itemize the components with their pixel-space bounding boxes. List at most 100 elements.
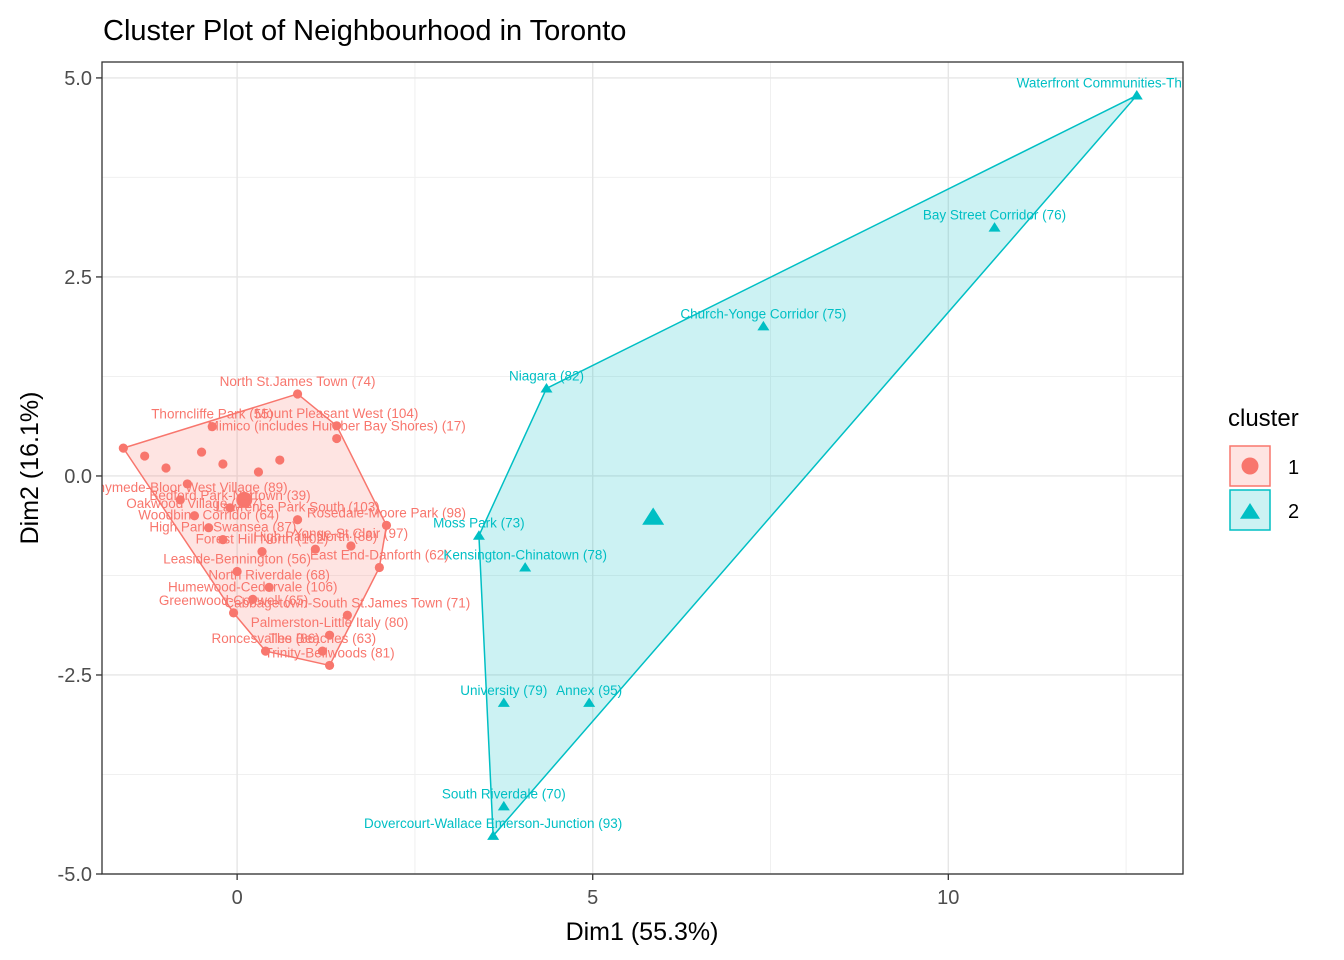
cluster-1-point xyxy=(182,479,192,489)
point-label: Lawrence Park South (103) xyxy=(215,500,379,515)
point-label: South Riverdale (70) xyxy=(442,786,566,801)
point-label: Thorncliffe Park (55) xyxy=(151,407,273,422)
y-tick-label: 5.0 xyxy=(64,68,92,90)
cluster-1-point xyxy=(324,660,335,671)
y-tick-label: 0.0 xyxy=(64,466,92,488)
cluster-1-point xyxy=(292,515,303,525)
cluster-2-point xyxy=(757,320,770,331)
cluster-2-point xyxy=(497,697,510,707)
cluster-2-point xyxy=(988,222,1001,232)
point-label: Cabbagetown-South St.James Town (71) xyxy=(224,595,470,610)
cluster-1-point xyxy=(342,610,352,620)
cluster-1-point xyxy=(140,451,150,461)
point-label: Greenwood-Coxwell (65) xyxy=(159,593,308,608)
point-label: Waterfront Communities-The Island (77) xyxy=(1017,75,1257,90)
cluster-1-point xyxy=(381,520,392,530)
point-label: Roncesvalles (86) xyxy=(212,631,320,646)
cluster-2-point xyxy=(472,530,485,540)
cluster-1-point xyxy=(346,541,356,551)
point-label: High Park-Swansea (87) xyxy=(149,520,296,535)
legend-label-2: 2 xyxy=(1288,501,1299,523)
point-label: Moss Park (73) xyxy=(433,516,525,531)
cluster-1-point xyxy=(310,544,320,554)
cluster-1-point xyxy=(332,433,342,444)
cluster-1-point xyxy=(253,467,264,477)
point-label: Bedford Park-Nortown (39) xyxy=(149,488,310,503)
chart-title: Cluster Plot of Neighbourhood in Toronto xyxy=(103,15,626,47)
point-label: Dovercourt-Wallace Emerson-Junction (93) xyxy=(364,816,622,831)
cluster-1-point xyxy=(324,630,335,640)
cluster-2-point xyxy=(519,562,532,572)
x-tick-label: 0 xyxy=(232,887,243,909)
cluster-1-point xyxy=(332,421,342,431)
cluster-1-point xyxy=(207,422,217,432)
cluster-1-point xyxy=(248,594,258,604)
cluster-2-point xyxy=(540,382,553,393)
point-label: Niagara (82) xyxy=(509,368,584,383)
plot-panel xyxy=(102,62,1183,874)
point-label: Annex (95) xyxy=(556,683,622,698)
point-label: North St.James Town (74) xyxy=(220,374,376,389)
point-label: Forest Hill North (102) xyxy=(196,532,329,547)
cluster-1-point xyxy=(161,463,171,473)
point-label: University (79) xyxy=(460,683,547,698)
point-label: Trinity-Bellwoods (81) xyxy=(265,645,395,660)
point-label: Church-Yonge Corridor (75) xyxy=(680,306,846,321)
legend-key-2-symbol xyxy=(1240,503,1260,519)
cluster-1-point xyxy=(196,447,207,457)
legend-title: cluster xyxy=(1228,405,1299,432)
cluster-2-point xyxy=(583,697,596,707)
cluster-1-point xyxy=(292,389,303,399)
point-label: The Beaches (63) xyxy=(269,631,376,646)
point-labels: North St.James Town (74) Mount Pleasant W… xyxy=(73,75,1257,831)
cluster-1-point xyxy=(374,562,384,573)
point-label: Mount Pleasant West (104) xyxy=(255,406,418,421)
point-label: Woodbine Corridor (64) xyxy=(138,508,279,523)
cluster-1-point xyxy=(257,546,267,557)
cluster-1-point xyxy=(260,646,271,656)
cluster-1-point xyxy=(275,455,285,465)
cluster-2-point xyxy=(497,800,510,811)
point-label: East End-Danforth (62) xyxy=(310,548,449,563)
cluster-1-point xyxy=(232,566,242,577)
point-label: Oakwood Village (107) xyxy=(126,496,262,511)
point-label: Bay Street Corridor (76) xyxy=(923,208,1066,223)
axes: 0 5 10 5.0 2.5 0.0 -2.5 -5.0 xyxy=(58,68,960,909)
cluster-2-centroid xyxy=(642,507,665,525)
point-label: Runnymede-Bloor West Village (89) xyxy=(73,480,288,495)
cluster-1-point xyxy=(189,511,200,521)
cluster-1-point xyxy=(218,459,228,469)
cluster-1-centroid xyxy=(236,491,253,508)
point-label: Yonge-St.Clair (97) xyxy=(294,526,408,541)
point-label: Mimico (includes Humber Bay Shores) (17) xyxy=(208,419,466,434)
plot-border xyxy=(101,61,1184,875)
y-axis-label: Dim2 (16.1%) xyxy=(16,392,44,545)
cluster-1-point xyxy=(228,608,239,618)
cluster-1-point xyxy=(118,443,128,453)
point-label: High Park North (88) xyxy=(253,529,377,544)
cluster-1-point xyxy=(218,535,228,545)
legend-key-1-symbol xyxy=(1241,457,1259,475)
x-tick-label: 10 xyxy=(937,887,959,909)
cluster-2-point xyxy=(1130,90,1143,100)
x-tick-label: 5 xyxy=(587,887,598,909)
legend-label-1: 1 xyxy=(1288,457,1299,479)
cluster-2-point xyxy=(487,830,500,840)
point-label: North Riverdale (68) xyxy=(208,567,330,582)
y-tick-label: -2.5 xyxy=(58,665,92,687)
cluster-1-point xyxy=(264,582,274,593)
cluster-1-point xyxy=(204,523,214,533)
point-label: Kensington-Chinatown (78) xyxy=(443,548,607,563)
legend: cluster 1 2 xyxy=(1228,405,1299,531)
point-label: Palmerston-Little Italy (80) xyxy=(251,615,409,630)
data-points xyxy=(118,90,1143,840)
cluster-1-point xyxy=(317,646,328,656)
cluster-1-point xyxy=(175,495,185,505)
point-label: Leaside-Bennington (56) xyxy=(163,551,311,566)
y-tick-label: -5.0 xyxy=(58,864,92,886)
x-axis-label: Dim1 (55.3%) xyxy=(566,918,719,946)
cluster-1-point xyxy=(225,503,235,513)
point-label: Humewood-Cedarvale (106) xyxy=(168,579,338,594)
y-tick-label: 2.5 xyxy=(64,267,92,289)
